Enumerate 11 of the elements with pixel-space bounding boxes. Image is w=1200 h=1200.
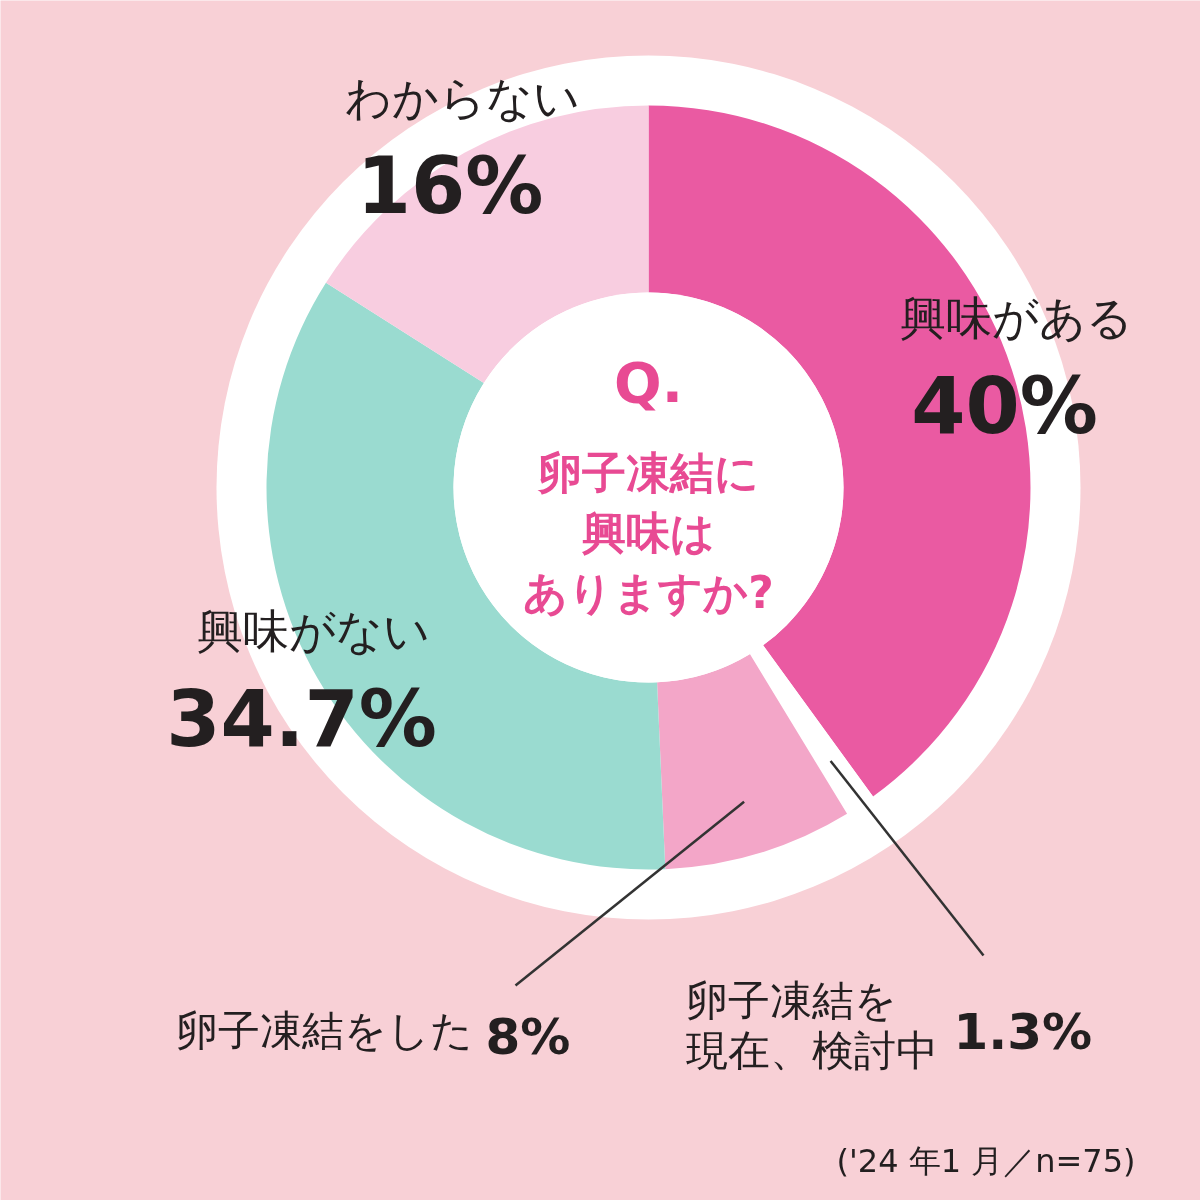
slice-label: わからない xyxy=(344,71,580,126)
slice-label: 卵子凍結をした xyxy=(175,1006,473,1055)
data-label: 16% xyxy=(356,141,544,232)
slice-label: 興味がない xyxy=(197,604,431,659)
data-label: 1.3% xyxy=(953,1002,1093,1061)
text: ('24 年1 月／n=75) xyxy=(836,1141,1136,1180)
data-label: 34.7% xyxy=(166,674,437,765)
text: Q.卵子凍結に興味はありますか? xyxy=(523,350,774,618)
slice-label: 興味がある xyxy=(900,290,1134,345)
slice-label: 卵子凍結を現在、検討中 xyxy=(685,976,938,1075)
data-label: 8% xyxy=(485,1007,571,1066)
